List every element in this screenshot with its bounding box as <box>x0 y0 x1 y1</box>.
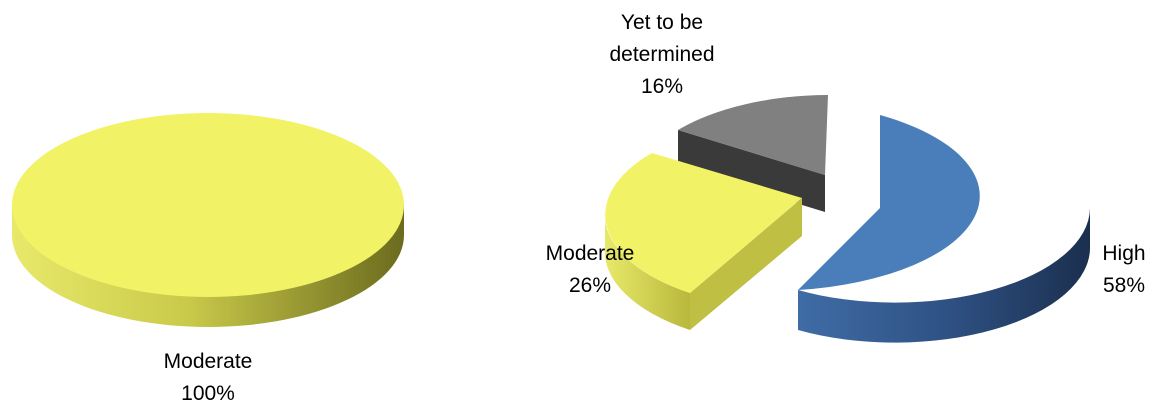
pie-value-moderate: 100% <box>181 382 235 405</box>
pie-chart-1: Moderate 100% <box>12 113 404 405</box>
pie-slice-moderate-front-2 <box>690 198 802 330</box>
pie-label-moderate: Moderate <box>164 350 253 373</box>
pie-slice-moderate-top-2 <box>605 153 802 293</box>
pie-slice-high-top <box>798 115 980 290</box>
pie-slice-ytbd-top <box>678 95 828 175</box>
pie-chart-2: Yet to be determined 16% Moderate 26% Hi… <box>546 11 1146 343</box>
pie-slice-moderate-side-2 <box>604 210 690 330</box>
pie-slice-high <box>798 115 1091 343</box>
pie-label-high: High <box>1102 242 1145 265</box>
pie-label-moderate-2: Moderate <box>546 242 635 265</box>
pie-slice-moderate-2 <box>604 153 802 330</box>
pie-value-moderate-2: 26% <box>569 274 611 297</box>
pie-label-ytbd-line2: determined <box>609 43 714 66</box>
pie-value-high: 58% <box>1103 274 1145 297</box>
pie-slice-yet-to-be-determined <box>678 95 828 212</box>
pie-slice-ytbd-front <box>678 130 825 212</box>
pie-value-ytbd: 16% <box>641 75 683 98</box>
pie-slice-high-side <box>798 208 1091 343</box>
pie-slice-moderate <box>12 113 404 297</box>
pie-label-ytbd-line1: Yet to be <box>621 11 703 34</box>
